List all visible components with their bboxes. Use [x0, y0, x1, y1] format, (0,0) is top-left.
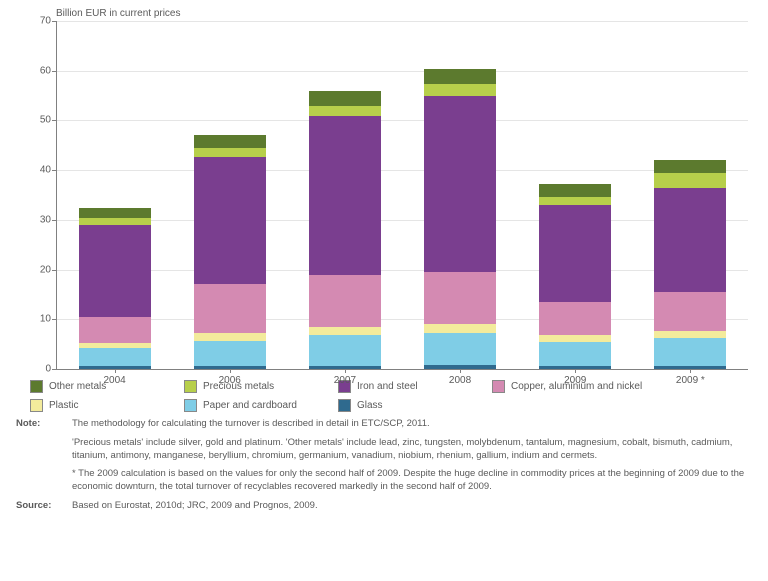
bar-column: 2008 [424, 69, 496, 369]
note-body: The methodology for calculating the turn… [72, 418, 752, 494]
legend-item-precious: Precious metals [184, 380, 314, 393]
y-tick-label: 40 [27, 165, 51, 176]
legend-swatch [184, 380, 197, 393]
bar-segment-plastic [194, 333, 266, 340]
bar-segment-precious [194, 148, 266, 157]
x-tick-label: 2009 [564, 375, 586, 386]
bar-column: 2007 [309, 91, 381, 369]
bar-segment-iron [539, 205, 611, 302]
note-paragraph: * The 2009 calculation is based on the v… [72, 468, 752, 494]
legend-label: Iron and steel [357, 381, 418, 392]
bar-segment-precious [654, 173, 726, 188]
source-label: Source: [16, 500, 72, 513]
x-tick-label: 2009 * [676, 375, 705, 386]
bar-segment-paper [194, 341, 266, 366]
legend-label: Plastic [49, 400, 78, 411]
bar-column: 2009 * [654, 160, 726, 369]
legend-swatch [338, 399, 351, 412]
bar-segment-plastic [654, 331, 726, 338]
note-paragraph: The methodology for calculating the turn… [72, 418, 752, 431]
bar-segment-copper [194, 284, 266, 334]
x-tick-label: 2004 [103, 375, 125, 386]
bar-segment-precious [539, 197, 611, 206]
source-text: Based on Eurostat, 2010d; JRC, 2009 and … [72, 500, 752, 513]
bar-segment-paper [539, 342, 611, 366]
legend-label: Glass [357, 400, 383, 411]
bar-segment-paper [79, 348, 151, 366]
legend-item-other: Other metals [30, 380, 160, 393]
y-tick-label: 20 [27, 264, 51, 275]
bar-column: 2006 [194, 135, 266, 369]
bar-segment-copper [539, 302, 611, 334]
bar-segment-other [424, 69, 496, 84]
y-tick-label: 30 [27, 214, 51, 225]
y-tick-label: 70 [27, 16, 51, 27]
note-paragraph: 'Precious metals' include silver, gold a… [72, 437, 752, 463]
bar-segment-paper [654, 338, 726, 365]
legend-swatch [492, 380, 505, 393]
bar-column: 2004 [79, 208, 151, 370]
legend-item-paper: Paper and cardboard [184, 399, 314, 412]
legend-item-glass: Glass [338, 399, 468, 412]
bar-segment-other [79, 208, 151, 219]
bar-segment-iron [79, 225, 151, 317]
y-tick-label: 10 [27, 314, 51, 325]
y-tick-label: 50 [27, 115, 51, 126]
legend-label: Paper and cardboard [203, 400, 297, 411]
bar-segment-iron [654, 188, 726, 292]
note-label: Note: [16, 418, 72, 494]
chart-notes: Note: The methodology for calculating th… [16, 418, 752, 513]
y-axis-title: Billion EUR in current prices [56, 8, 758, 19]
bar-segment-plastic [424, 324, 496, 332]
legend-swatch [30, 399, 43, 412]
x-tick-label: 2007 [334, 375, 356, 386]
bar-segment-copper [654, 292, 726, 331]
legend-label: Other metals [49, 381, 106, 392]
legend-item-plastic: Plastic [30, 399, 160, 412]
legend-swatch [30, 380, 43, 393]
x-tick-label: 2008 [449, 375, 471, 386]
bar-segment-paper [309, 335, 381, 366]
x-tick-label: 2006 [219, 375, 241, 386]
bar-segment-copper [309, 275, 381, 327]
bar-segment-paper [424, 333, 496, 365]
bar-segment-copper [424, 272, 496, 324]
y-tick-label: 60 [27, 65, 51, 76]
stacked-bar-chart: 010203040506070200420062007200820092009 … [56, 21, 748, 370]
bar-segment-precious [424, 84, 496, 95]
bar-segment-other [194, 135, 266, 147]
bar-segment-copper [79, 317, 151, 343]
bar-segment-other [539, 184, 611, 196]
bar-segment-plastic [539, 335, 611, 342]
bar-segment-iron [194, 157, 266, 284]
bar-segment-other [309, 91, 381, 106]
legend-swatch [184, 399, 197, 412]
y-tick-label: 0 [27, 364, 51, 375]
chart-legend: Other metals Precious metals Iron and stee… [30, 380, 758, 412]
bar-segment-iron [424, 96, 496, 272]
bar-segment-iron [309, 116, 381, 275]
bar-column: 2009 [539, 184, 611, 369]
bar-segment-plastic [309, 327, 381, 335]
bar-segment-precious [309, 106, 381, 116]
bar-segment-other [654, 160, 726, 172]
